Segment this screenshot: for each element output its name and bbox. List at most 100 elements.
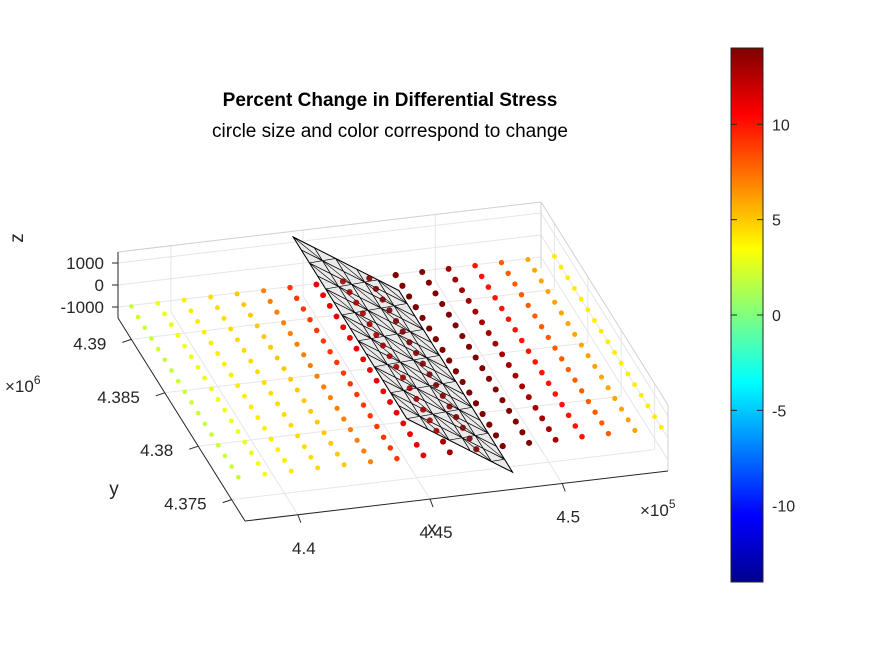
x-tick-mark	[561, 483, 566, 492]
data-point	[267, 298, 273, 305]
data-point	[315, 465, 321, 471]
data-point	[578, 296, 584, 302]
data-point-over-fault	[426, 417, 433, 424]
data-point	[545, 380, 552, 387]
data-point	[281, 412, 287, 417]
data-point-over-fault	[400, 374, 406, 381]
data-point	[459, 333, 466, 340]
data-point	[499, 397, 506, 404]
data-point-over-fault	[472, 400, 480, 407]
data-point	[255, 415, 261, 421]
y-axis-line	[117, 317, 246, 522]
data-point	[301, 352, 307, 358]
data-point	[625, 417, 631, 423]
data-point	[612, 395, 618, 401]
data-point	[645, 403, 651, 409]
data-point-over-fault	[492, 432, 500, 439]
data-point	[625, 371, 631, 377]
data-point	[235, 429, 241, 434]
data-point-over-fault	[373, 377, 380, 384]
data-point	[287, 284, 293, 291]
y-tick-label: 4.39	[73, 334, 106, 353]
data-point	[334, 359, 340, 366]
data-point	[598, 328, 604, 334]
data-point	[592, 363, 598, 369]
data-point	[394, 455, 400, 462]
data-point	[295, 433, 301, 439]
colorbar-tick-label: 10	[772, 117, 790, 134]
data-point	[208, 294, 214, 300]
data-point	[499, 305, 505, 312]
data-point-over-fault	[313, 281, 320, 288]
data-point	[512, 281, 518, 287]
data-point	[492, 295, 498, 301]
box-edge	[117, 201, 542, 253]
data-point	[268, 436, 274, 442]
data-point-over-fault	[347, 335, 353, 341]
data-point-over-fault	[433, 427, 440, 434]
grid-line	[302, 295, 431, 500]
x-tick-label: 4.5	[556, 508, 580, 527]
data-point	[307, 316, 313, 323]
data-point	[175, 332, 181, 338]
x-axis-line	[244, 470, 669, 522]
data-point	[260, 288, 267, 294]
data-point	[452, 322, 459, 329]
data-point	[221, 361, 227, 367]
data-point	[287, 330, 293, 337]
data-point	[201, 329, 207, 335]
data-point	[294, 387, 300, 393]
data-point	[525, 302, 531, 309]
data-point	[519, 337, 525, 344]
data-point	[202, 375, 207, 381]
data-point	[459, 287, 465, 294]
data-point	[293, 295, 300, 302]
data-point	[605, 430, 612, 437]
data-point	[195, 410, 201, 416]
data-point	[585, 307, 591, 313]
data-point	[571, 285, 577, 291]
y-tick-mark	[155, 392, 165, 397]
data-point-over-fault	[459, 378, 466, 386]
data-point-over-fault	[346, 289, 353, 296]
data-point	[505, 316, 512, 323]
data-point	[281, 366, 287, 372]
data-point	[189, 400, 194, 405]
x-tick-label: 4.4	[292, 539, 316, 558]
data-point	[300, 306, 307, 312]
data-point	[255, 461, 261, 466]
chart-subtitle: circle size and color correspond to chan…	[212, 121, 568, 142]
data-point	[545, 426, 552, 433]
data-point	[288, 376, 294, 382]
box-edge	[540, 201, 669, 406]
data-point-over-fault	[393, 363, 400, 370]
data-point	[374, 423, 380, 430]
z-axis-label: z	[7, 233, 28, 243]
data-point	[241, 393, 247, 399]
data-point	[169, 368, 174, 373]
data-point	[539, 415, 546, 422]
data-point	[472, 262, 478, 269]
data-point-over-fault	[380, 342, 386, 349]
data-point-over-fault	[453, 414, 460, 421]
data-point-over-fault	[446, 403, 453, 410]
data-point	[592, 318, 597, 323]
data-point-over-fault	[339, 278, 346, 285]
data-point	[215, 397, 221, 402]
data-point	[585, 353, 591, 359]
data-point	[638, 392, 644, 398]
data-point	[181, 297, 187, 303]
fault-plane	[291, 235, 514, 474]
data-point	[545, 288, 551, 295]
data-point	[498, 259, 505, 266]
data-point	[618, 360, 624, 366]
data-point	[599, 420, 605, 426]
data-point	[552, 299, 558, 305]
data-point	[387, 445, 394, 451]
data-point-over-fault	[420, 406, 427, 413]
data-point	[175, 378, 181, 384]
data-point-over-fault	[399, 282, 406, 289]
data-point-over-fault	[473, 446, 480, 453]
data-point	[559, 401, 565, 408]
